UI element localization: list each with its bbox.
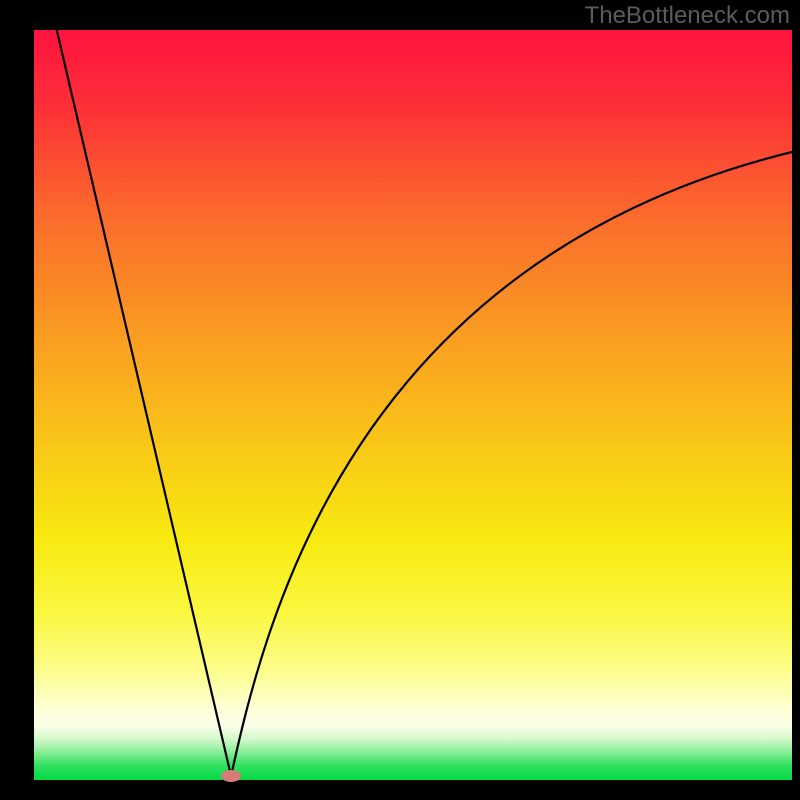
watermark-text: TheBottleneck.com: [585, 2, 790, 30]
bottleneck-chart: [0, 0, 800, 800]
minimum-marker: [221, 770, 241, 782]
plot-background: [34, 30, 792, 780]
